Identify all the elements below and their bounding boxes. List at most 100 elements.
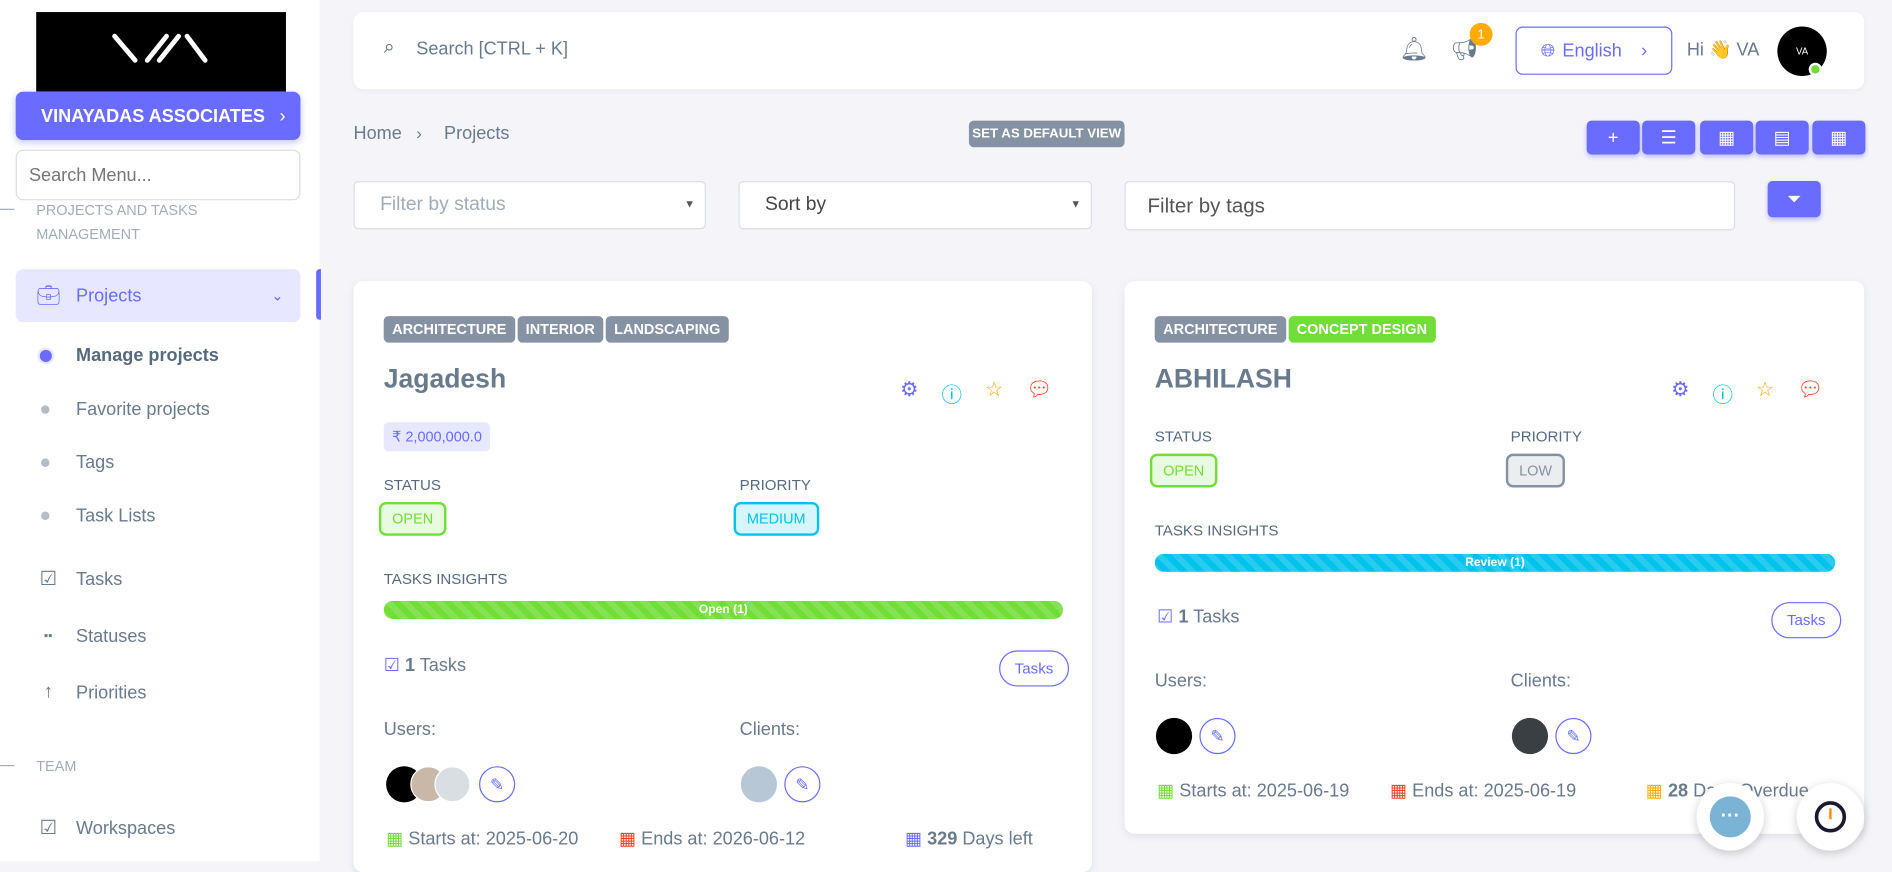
star-icon[interactable]: ☆	[1755, 377, 1775, 401]
gear-icon[interactable]: ⚙	[1671, 377, 1690, 401]
section-label: TEAM	[36, 757, 77, 775]
bullet-icon	[41, 458, 50, 467]
kanban-view-button[interactable]: ▤	[1755, 120, 1809, 155]
task-count: ☑ 1 Tasks	[384, 654, 466, 676]
add-project-button[interactable]: +	[1586, 120, 1640, 155]
timer-button[interactable]	[1796, 783, 1865, 851]
edit-users-button[interactable]: ✎	[479, 766, 516, 803]
menu-search-input[interactable]	[15, 149, 301, 201]
project-card: ARCHITECTURE INTERIOR LANDSCAPING Jagadesh…	[353, 281, 1092, 872]
client-avatar[interactable]	[1511, 717, 1549, 755]
sidebar-item-workspaces[interactable]: ☑ Workspaces	[16, 801, 301, 854]
grid-view-button[interactable]: ▦	[1700, 120, 1754, 155]
user-avatar[interactable]	[434, 766, 471, 803]
gear-icon[interactable]: ⚙	[900, 377, 919, 401]
company-switcher-button[interactable]: VINAYADAS ASSOCIATES ›	[15, 91, 301, 140]
sidebar-item-tasks[interactable]: ☑ Tasks	[16, 553, 301, 606]
list-view-button[interactable]: ☰	[1642, 120, 1696, 155]
chevron-right-icon: ›	[279, 105, 286, 127]
priority-badge[interactable]: LOW	[1505, 453, 1566, 488]
apply-filter-button[interactable]: ⏷	[1767, 180, 1821, 218]
label: Starts at: 2025-06-20	[408, 828, 579, 850]
online-status-dot	[1808, 62, 1822, 77]
label: Workspaces	[76, 817, 176, 838]
tasks-insights-label: TASKS INSIGHTS	[383, 570, 508, 588]
notification-badge: 1	[1469, 22, 1493, 46]
priority-badge[interactable]: MEDIUM	[733, 501, 819, 536]
calendar-icon: ▦	[1390, 780, 1408, 802]
days-left: ▦ 329 Days left	[905, 828, 1033, 850]
label: Filter by status	[380, 194, 506, 215]
sidebar-item-tags[interactable]: Tags	[41, 452, 114, 473]
tag[interactable]: ARCHITECTURE	[1154, 316, 1286, 343]
chevron-right-icon: ›	[1641, 40, 1648, 61]
sidebar-item-priorities[interactable]: ↑ Priorities	[16, 666, 301, 719]
chat-button[interactable]: ···	[1696, 783, 1765, 851]
breadcrumb-separator-icon: ›	[416, 123, 422, 143]
breadcrumb-current: Projects	[444, 123, 510, 144]
label: Tasks	[76, 568, 123, 590]
sidebar-item-projects[interactable]: 💼︎ Projects ⌄	[15, 269, 301, 323]
label: Task Lists	[76, 505, 156, 527]
sort-select[interactable]: Sort by ▼	[738, 180, 1092, 230]
plus-icon: +	[1607, 127, 1619, 148]
divider	[0, 764, 15, 767]
user-avatar[interactable]	[1155, 717, 1193, 755]
label: Statuses	[76, 625, 147, 647]
tag[interactable]: INTERIOR	[517, 316, 604, 343]
calendar-view-button[interactable]: ▦	[1812, 120, 1866, 155]
edit-clients-button[interactable]: ✎	[1555, 717, 1592, 755]
tags-filter-input[interactable]: Filter by tags	[1124, 180, 1736, 231]
sidebar-item-manage-projects[interactable]: Manage projects	[39, 345, 219, 366]
language-button[interactable]: 🌐︎ English ›	[1515, 26, 1673, 75]
tasks-button[interactable]: Tasks	[999, 650, 1069, 687]
comment-icon[interactable]: 💬︎	[1797, 377, 1824, 401]
edit-users-button[interactable]: ✎	[1199, 717, 1236, 755]
edit-icon: ✎	[1210, 725, 1225, 746]
tag[interactable]: CONCEPT DESIGN	[1288, 316, 1436, 343]
project-title[interactable]: Jagadesh	[383, 363, 507, 394]
tag[interactable]: LANDSCAPING	[605, 316, 729, 343]
edit-clients-button[interactable]: ✎	[784, 766, 821, 803]
active-indicator	[316, 269, 321, 320]
project-title[interactable]: ABHILASH	[1154, 363, 1292, 394]
end-date: ▦ Ends at: 2026-06-12	[619, 828, 805, 850]
calendar-icon: ▦	[1157, 780, 1175, 802]
search-icon: ⌕	[383, 37, 395, 58]
start-date: ▦ Starts at: 2025-06-20	[386, 828, 578, 850]
sidebar-item-task-lists[interactable]: Task Lists	[41, 505, 156, 527]
label: Favorite projects	[76, 399, 210, 420]
priority-label: PRIORITY	[1510, 428, 1582, 446]
clipboard-check-icon: ☑	[39, 569, 57, 591]
sidebar	[0, 0, 320, 862]
project-actions: ⚙ ⓘ ☆ 💬︎	[1671, 378, 1823, 408]
status-badge[interactable]: OPEN	[1149, 453, 1218, 488]
info-icon[interactable]: ⓘ	[1712, 383, 1733, 407]
status-label: STATUS	[383, 476, 441, 494]
star-icon[interactable]: ☆	[984, 377, 1004, 401]
bullet-icon	[41, 405, 50, 414]
calendar-icon: ▦	[1645, 780, 1663, 802]
label: Ends at: 2026-06-12	[641, 828, 806, 850]
project-actions: ⚙ ⓘ ☆ 💬︎	[900, 378, 1052, 408]
comment-icon[interactable]: 💬︎	[1026, 377, 1053, 401]
project-card: ARCHITECTURE CONCEPT DESIGN ABHILASH ⚙ ⓘ ☆ 💬…	[1124, 281, 1865, 834]
label: Priorities	[76, 682, 147, 703]
global-search-input[interactable]: Search [CTRL + K]	[416, 38, 569, 60]
tasks-progress-bar: Review (1)	[1154, 553, 1836, 572]
sidebar-item-favorite-projects[interactable]: Favorite projects	[41, 399, 210, 420]
status-filter-select[interactable]: Filter by status ▼	[353, 180, 706, 230]
tasks-button[interactable]: Tasks	[1771, 602, 1842, 639]
count: 1	[1178, 606, 1189, 628]
set-default-view-button[interactable]: SET AS DEFAULT VIEW	[968, 120, 1125, 148]
status-badge[interactable]: OPEN	[378, 501, 447, 536]
budget-badge: ₹ 2,000,000.0	[383, 422, 491, 452]
status-label: STATUS	[1154, 428, 1212, 446]
client-avatar[interactable]	[740, 766, 778, 803]
bell-icon[interactable]: 🔔︎	[1399, 37, 1429, 63]
calendar-icon: ▦	[904, 828, 923, 850]
sidebar-item-statuses[interactable]: ▪▪ Statuses	[16, 609, 301, 662]
breadcrumb-home[interactable]: Home	[353, 123, 402, 144]
tag[interactable]: ARCHITECTURE	[383, 316, 515, 343]
info-icon[interactable]: ⓘ	[941, 383, 962, 407]
